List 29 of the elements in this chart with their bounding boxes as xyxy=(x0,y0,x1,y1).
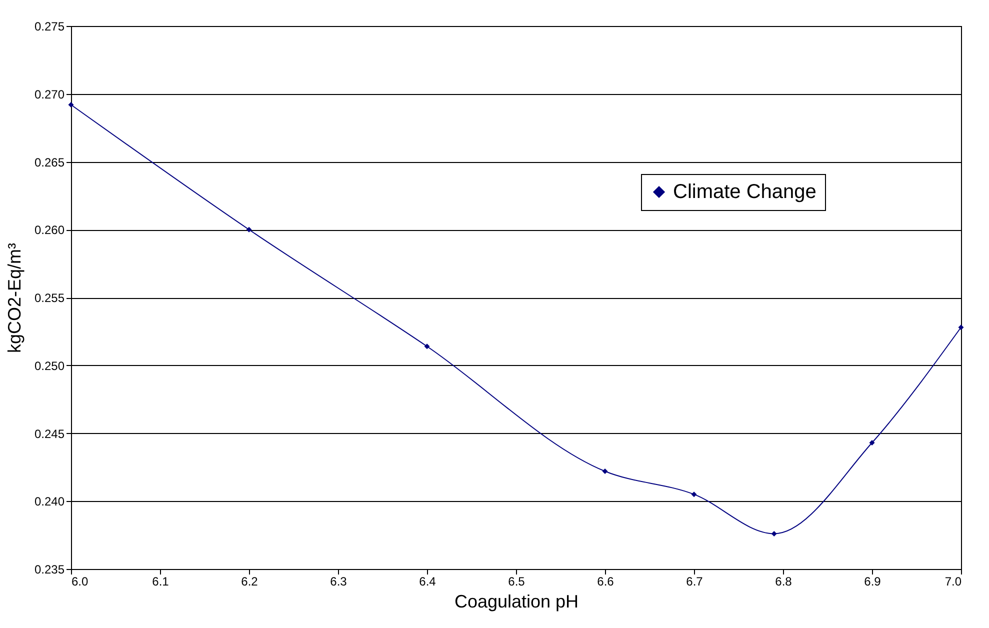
x-tick-label: 6.7 xyxy=(686,574,704,588)
y-axis-title: kgCO2-Eq/m³ xyxy=(4,242,24,354)
x-tick-label: 6.0 xyxy=(72,574,89,588)
x-tick-label: 6.6 xyxy=(597,574,614,588)
x-tick-label: 6.2 xyxy=(241,574,258,588)
point xyxy=(691,492,697,498)
x-tick-label: 6.4 xyxy=(419,574,436,588)
point xyxy=(68,102,74,108)
y-tick-label: 0.245 xyxy=(34,426,65,441)
y-tick-label: 0.275 xyxy=(34,20,65,34)
point xyxy=(771,530,777,536)
x-tick-label: 6.8 xyxy=(775,574,792,588)
legend-label: Climate Change xyxy=(673,181,816,203)
x-tick-label: 6.1 xyxy=(152,574,170,588)
point xyxy=(958,324,964,330)
y-tick-label: 0.235 xyxy=(34,562,65,576)
y-tick-label: 0.240 xyxy=(34,494,65,509)
x-axis-title: Coagulation pH xyxy=(454,592,579,612)
x-tick-label: 6.5 xyxy=(508,574,526,588)
y-tick-label: 0.260 xyxy=(34,223,65,238)
y-tick-label: 0.270 xyxy=(34,87,65,102)
point xyxy=(246,226,252,232)
x-tick-label: 6.9 xyxy=(864,574,882,588)
x-tick-label: 7.0 xyxy=(944,574,962,588)
y-tick-label: 0.255 xyxy=(34,291,65,305)
x-tick-label: 6.3 xyxy=(330,574,348,588)
y-tick-label: 0.265 xyxy=(34,155,65,170)
point xyxy=(424,344,430,350)
y-tick-label: 0.250 xyxy=(34,358,65,373)
